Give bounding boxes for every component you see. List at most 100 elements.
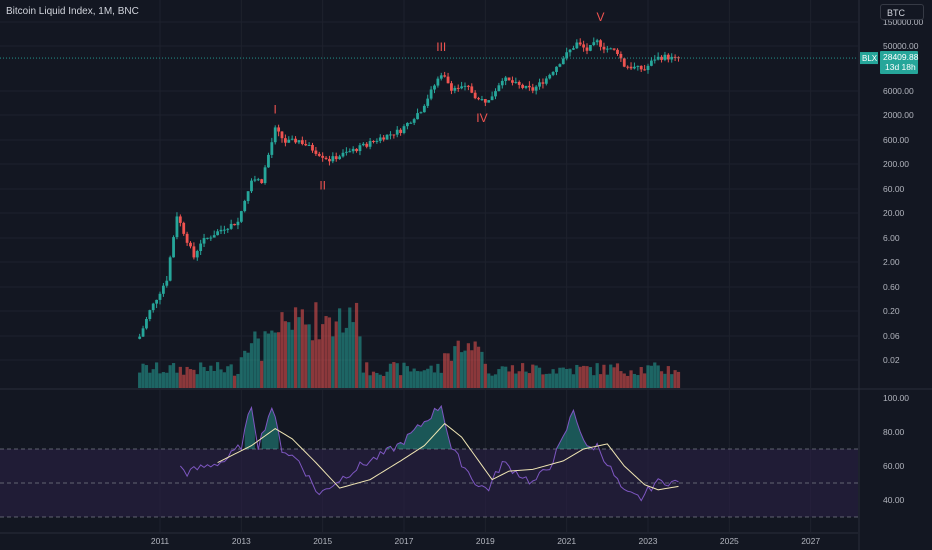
candle-body [663, 54, 667, 60]
candle-body [653, 59, 657, 61]
volume-bar [676, 371, 681, 388]
volume-bar [310, 340, 315, 388]
volume-bar [283, 321, 287, 388]
volume-bar [578, 366, 582, 388]
rsi-tick-label: 60.00 [883, 461, 905, 471]
price-tick-label: 0.02 [883, 355, 900, 365]
volume-bar [239, 357, 243, 388]
volume-bar [395, 363, 399, 388]
candle-body [392, 134, 396, 136]
volume-bar [653, 362, 657, 388]
candle-body [555, 66, 558, 72]
volume-bar [490, 375, 494, 388]
volume-bar [354, 302, 359, 388]
volume-bar [246, 352, 250, 388]
candle-body [527, 85, 531, 88]
volume-bar [148, 372, 152, 388]
candle-body [588, 44, 592, 51]
candle-body [609, 48, 613, 50]
price-tick-label: 600.00 [883, 135, 909, 145]
candle-body [209, 237, 213, 239]
candle-body [446, 76, 450, 84]
chart-title: Bitcoin Liquid Index, 1M, BNC [6, 6, 139, 17]
volume-bar [554, 373, 559, 388]
volume-bar [402, 362, 406, 388]
volume-bar [622, 373, 626, 388]
volume-bar [487, 373, 491, 388]
price-tick-label: 200.00 [883, 159, 909, 169]
candle-body [321, 155, 325, 158]
volume-bar [151, 369, 155, 388]
candle-body [605, 48, 609, 50]
symbol-box[interactable]: BTC [880, 4, 924, 20]
volume-bar [256, 338, 260, 388]
candle-body [592, 42, 596, 45]
price-tick-label: 2000.00 [883, 110, 914, 120]
candle-body [250, 180, 253, 192]
candle-body [456, 87, 460, 89]
symbol-tag: BLX [862, 54, 878, 63]
volume-bar [632, 373, 637, 388]
rsi-ma-line [217, 422, 679, 491]
volume-bar [656, 365, 660, 388]
candle-body [433, 85, 436, 90]
candle-body [405, 122, 409, 127]
candle-body [151, 303, 155, 311]
time-tick-label: 2013 [232, 536, 251, 546]
candle-body [239, 211, 243, 222]
volume-bar [544, 373, 548, 388]
rsi-tick-label: 80.00 [883, 427, 905, 437]
time-tick-label: 2017 [395, 536, 414, 546]
wave-label: V [597, 10, 605, 24]
volume-bar [636, 375, 640, 388]
candle-body [348, 151, 352, 153]
volume-bar [385, 371, 389, 388]
candle-body [236, 221, 240, 226]
time-tick-label: 2015 [313, 536, 332, 546]
candle-body [500, 80, 504, 86]
candle-body [311, 144, 314, 151]
candle-body [616, 49, 619, 54]
candle-body [429, 89, 433, 99]
candle-body [470, 86, 474, 93]
volume-bar [144, 365, 149, 388]
candle-body [161, 285, 165, 294]
volume-bar [415, 371, 420, 388]
volume-bar [476, 346, 481, 388]
volume-bar [439, 372, 443, 388]
candle-body [568, 49, 572, 53]
candle-body [375, 140, 379, 142]
candle-body [324, 157, 328, 159]
candle-body [463, 85, 467, 87]
volume-bar [280, 312, 284, 388]
volume-bar [619, 371, 623, 388]
volume-bar [205, 370, 210, 388]
candle-body [361, 143, 365, 146]
candle-body [524, 85, 528, 88]
candle-body [538, 82, 541, 87]
candle-body [534, 86, 538, 91]
candle-body [365, 143, 369, 147]
candle-body [267, 154, 270, 168]
candle-body [165, 280, 169, 286]
candle-body [660, 56, 663, 60]
volume-bar [263, 331, 267, 388]
price-tick-label: 6.00 [883, 233, 900, 243]
volume-bar [568, 368, 572, 388]
volume-bar [582, 365, 586, 388]
volume-bar [595, 363, 599, 388]
candle-body [673, 56, 677, 58]
price-tag-countdown: 13d 18h [885, 62, 916, 72]
time-tick-label: 2023 [639, 536, 658, 546]
volume-bar [500, 366, 504, 388]
volume-bar [195, 374, 199, 388]
candle-body [297, 140, 301, 143]
candle-body [633, 66, 636, 69]
volume-bar [609, 364, 613, 388]
candle-body [436, 78, 440, 86]
volume-bar [293, 307, 298, 388]
volume-bar [507, 371, 511, 388]
volume-bar [663, 373, 667, 388]
candle-body [602, 46, 606, 50]
